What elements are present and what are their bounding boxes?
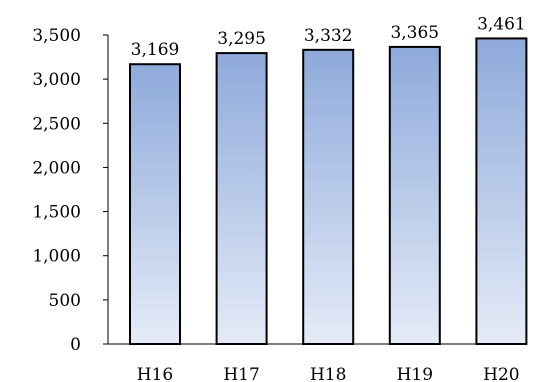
data-labels: 3,169 3,295 3,332 3,365 3,461 (131, 14, 526, 60)
x-category-label-h20: H20 (483, 365, 519, 382)
y-tick-label: 500 (49, 291, 81, 311)
bar-h16 (129, 63, 181, 346)
x-axis: H16 H17 H18 H19 H20 (108, 343, 526, 382)
x-category-label-h17: H17 (223, 365, 259, 382)
data-label-h19: 3,365 (390, 23, 439, 43)
x-category-label-h19: H19 (397, 365, 433, 382)
y-tick-label: 3,000 (32, 70, 81, 90)
y-tick-label: 0 (70, 335, 81, 355)
data-label-h18: 3,332 (304, 26, 353, 46)
y-axis: 0 500 1,000 1,500 2,000 2,500 3,000 3,500 (32, 26, 109, 355)
data-label-h16: 3,169 (131, 40, 180, 60)
bars (129, 37, 528, 346)
bar-h18 (302, 48, 355, 345)
bar-h20 (475, 37, 528, 345)
data-label-h17: 3,295 (217, 29, 266, 49)
y-tick-label: 2,000 (32, 158, 81, 178)
x-category-label-h18: H18 (310, 365, 346, 382)
x-category-label-h16: H16 (137, 365, 173, 382)
y-tick-label: 3,500 (32, 26, 81, 46)
bar-h19 (388, 45, 441, 345)
y-tick-label: 1,000 (32, 247, 81, 267)
y-tick-label: 1,500 (32, 203, 81, 223)
bar-h17 (215, 52, 268, 345)
data-label-h20: 3,461 (477, 14, 526, 34)
y-tick-label: 2,500 (32, 114, 81, 134)
